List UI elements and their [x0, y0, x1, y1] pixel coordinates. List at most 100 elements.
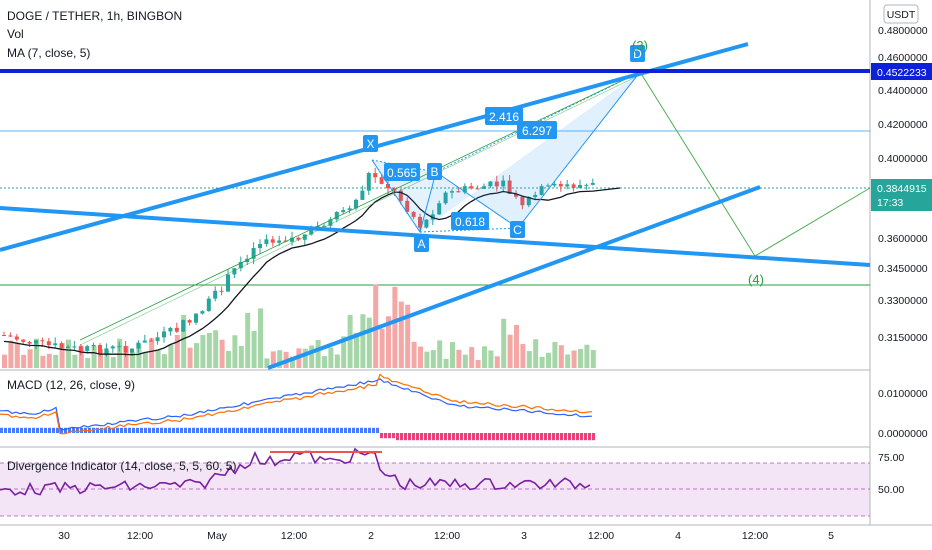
candle-body	[494, 181, 499, 187]
candle-body	[40, 340, 45, 342]
macd-histogram-bar	[368, 427, 371, 433]
macd-histogram-bar	[480, 433, 483, 441]
volume-legend[interactable]: Vol	[7, 27, 24, 41]
macd-histogram-bar	[536, 433, 539, 441]
macd-histogram-bar	[148, 427, 151, 433]
volume-bar	[264, 358, 270, 368]
macd-histogram-bar	[560, 433, 563, 441]
resistance-price-label: 0.4522233	[877, 67, 927, 79]
channel-line-green[interactable]	[79, 74, 641, 346]
volume-bar	[507, 334, 513, 368]
volume-bar	[398, 301, 404, 368]
macd-histogram-bar	[172, 427, 175, 433]
macd-legend[interactable]: MACD (12, 26, close, 9)	[7, 378, 135, 392]
macd-histogram-bar	[20, 427, 23, 433]
time-tick: 3	[521, 530, 527, 542]
macd-histogram-bar	[92, 427, 95, 433]
candle-body	[34, 340, 38, 344]
candle-body	[277, 240, 282, 243]
macd-histogram-bar	[388, 433, 391, 439]
volume-bar	[142, 352, 148, 368]
resistance-price-tag	[871, 63, 932, 80]
macd-histogram-bar	[36, 427, 39, 433]
macd-histogram-bar	[116, 427, 119, 433]
macd-histogram-bar	[228, 427, 231, 433]
candles	[2, 167, 595, 358]
macd-histogram-bar	[280, 427, 283, 433]
volume-bar	[501, 318, 507, 368]
macd-histogram-bar	[128, 427, 131, 433]
volume-bar	[34, 338, 39, 368]
candle-body	[437, 203, 442, 215]
candle-body	[187, 320, 192, 323]
volume-bar	[59, 342, 65, 368]
candle-body	[341, 210, 346, 213]
volume-bar	[98, 349, 103, 368]
volume-bar	[456, 349, 462, 368]
macd-histogram-bar	[380, 433, 383, 439]
trendline-lower[interactable]	[267, 185, 761, 370]
macd-histogram-bar	[504, 433, 507, 441]
trendline-descending[interactable]	[0, 206, 871, 267]
macd-histogram-bar	[552, 433, 555, 441]
candle-body	[309, 227, 314, 235]
macd-histogram-bar	[592, 433, 595, 441]
volume-bar	[2, 354, 7, 368]
candle-body	[14, 336, 19, 340]
volume-bar	[258, 308, 263, 368]
macd-histogram-bar	[236, 427, 239, 433]
volume-bar	[565, 354, 571, 368]
candle-body	[264, 239, 269, 245]
volume-bar	[386, 316, 391, 368]
price-tick: 0.4800000	[878, 25, 928, 37]
volume-bar	[379, 328, 385, 368]
candle-body	[533, 194, 538, 198]
channel-line-green[interactable]	[79, 71, 641, 341]
macd-histogram-bar	[528, 433, 531, 441]
candle-body	[136, 342, 141, 349]
ma-legend[interactable]: MA (7, close, 5)	[7, 46, 90, 60]
divergence-tick: 75.00	[878, 452, 904, 464]
macd-histogram-bar	[288, 427, 291, 433]
volume-bar	[590, 350, 596, 368]
volume-bar	[546, 352, 551, 368]
macd-histogram-bar	[16, 427, 19, 433]
price-tick: 0.4200000	[878, 119, 928, 131]
candle-body	[59, 343, 64, 348]
candle-body	[27, 341, 32, 344]
svg-text:X: X	[366, 137, 374, 151]
pattern-point-c: C	[510, 221, 525, 238]
macd-histogram-bar	[340, 427, 343, 433]
macd-histogram-bar	[64, 427, 67, 433]
macd-histogram-bar	[12, 427, 15, 433]
volume-bar	[526, 351, 532, 368]
macd-line	[0, 378, 593, 431]
macd-histogram-bar	[184, 427, 187, 433]
macd-histogram-bar	[540, 433, 543, 441]
volume-bar	[136, 343, 142, 368]
macd-histogram-bar	[28, 427, 31, 433]
price-axis[interactable]: USDT 0.4800000 0.4600000 0.4400000 0.420…	[871, 4, 932, 496]
last-price-tag	[871, 179, 932, 211]
candle-body	[354, 199, 358, 209]
macd-histogram-bar	[300, 427, 303, 433]
macd-histogram-bar	[264, 427, 267, 433]
time-axis[interactable]: 30 12:00 May 12:00 2 12:00 3 12:00 4 12:…	[58, 530, 834, 542]
candle-body	[258, 244, 262, 248]
currency-button[interactable]	[883, 4, 919, 24]
macd-histogram-bar	[200, 427, 203, 433]
candle-body	[475, 188, 480, 190]
macd-histogram-bar	[32, 427, 35, 433]
candle-body	[168, 327, 173, 332]
macd-histogram-bar	[360, 427, 363, 433]
symbol-title[interactable]: DOGE / TETHER, 1h, BINGBON	[7, 9, 182, 23]
candle-body	[373, 173, 378, 178]
volume-bar	[187, 347, 193, 368]
svg-text:0.618: 0.618	[455, 215, 485, 229]
divergence-legend[interactable]: Divergence Indicator (14, close, 5, 5, 6…	[7, 459, 236, 473]
volume-bar	[462, 354, 468, 368]
volume-bar	[251, 330, 257, 368]
macd-histogram-bar	[164, 427, 167, 433]
candle-body	[155, 337, 160, 342]
